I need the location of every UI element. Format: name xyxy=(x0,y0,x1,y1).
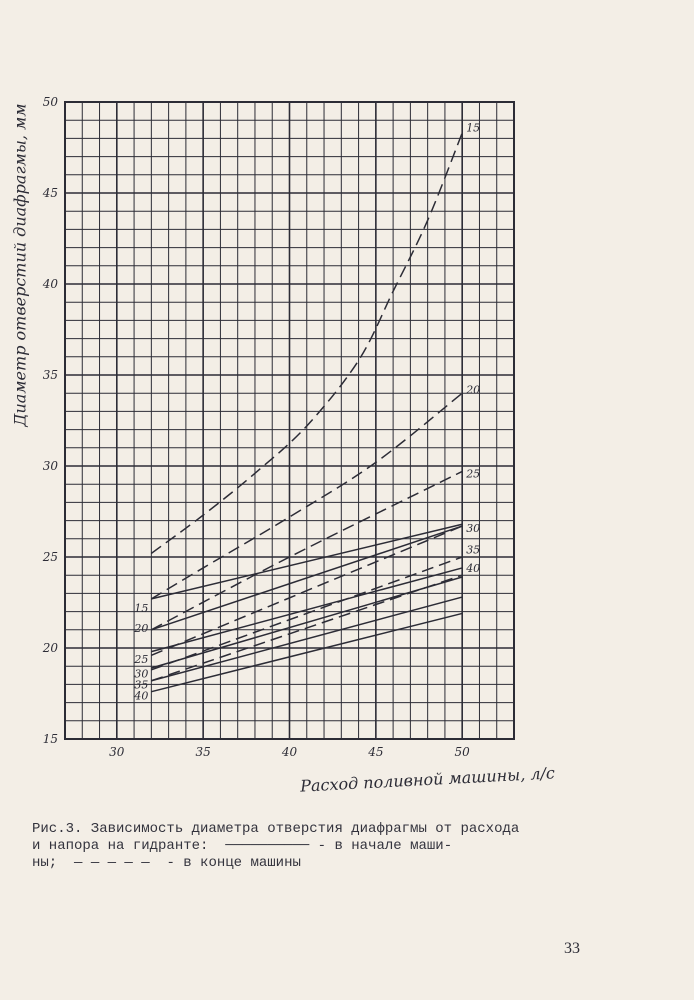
x-tick-label: 45 xyxy=(367,745,383,759)
curve-label-left: 40 xyxy=(133,689,148,702)
y-tick-label: 15 xyxy=(43,732,58,746)
chart-grid xyxy=(64,101,515,740)
y-tick-label: 40 xyxy=(42,277,59,291)
curve-label-right: 30 xyxy=(466,522,480,535)
curve-label-left: 35 xyxy=(134,678,148,691)
series-solid-40 xyxy=(151,612,463,693)
series-dashed-20 xyxy=(150,392,463,600)
series-dashed-40 xyxy=(151,574,463,682)
chart-curves xyxy=(150,132,463,693)
y-tick-label: 20 xyxy=(42,641,59,655)
series-solid-20 xyxy=(151,525,463,631)
curve-label-right: 25 xyxy=(465,467,480,480)
curve-label-left: 20 xyxy=(133,622,148,635)
legend-solid-sample: ────────── xyxy=(208,838,310,854)
curve-label-left: 30 xyxy=(134,667,148,680)
curve-label-right: 20 xyxy=(465,384,480,397)
plot-frame xyxy=(64,101,515,740)
x-tick-label: 40 xyxy=(281,745,298,759)
x-tick-label: 35 xyxy=(196,745,211,759)
curve-label-left: 15 xyxy=(134,602,148,615)
series-solid-25 xyxy=(151,567,463,653)
page-number: 33 xyxy=(564,940,580,957)
caption-line-3: ны; — — — — — - в конце машины xyxy=(32,855,301,871)
y-tick-label: 30 xyxy=(43,459,59,473)
series-dashed-35 xyxy=(151,556,463,671)
curve-label-left: 25 xyxy=(133,653,148,666)
curve-label-right: 35 xyxy=(466,544,480,557)
y-tick-label: 35 xyxy=(43,368,58,382)
curve-label-right: 40 xyxy=(465,562,480,575)
series-dashed-15 xyxy=(150,132,463,554)
y-tick-label: 45 xyxy=(42,186,58,200)
x-tick-label: 30 xyxy=(109,745,125,759)
series-solid-15 xyxy=(151,523,463,600)
y-tick-label: 25 xyxy=(42,550,58,564)
series-solid-35 xyxy=(151,596,463,682)
caption-line-1: Рис.3. Зависимость диаметра отверстия ди… xyxy=(32,821,520,837)
caption-line-2: и напора на гидранте: ────────── - в нач… xyxy=(32,838,453,854)
curve-label-right: 15 xyxy=(466,121,480,134)
x-tick-label: 50 xyxy=(455,745,471,759)
y-tick-label: 50 xyxy=(43,95,59,109)
legend-dashed-sample: — — — — — xyxy=(57,855,159,871)
series-dashed-30 xyxy=(151,525,463,656)
figure-caption: Рис.3. Зависимость диаметра отверстия ди… xyxy=(32,821,592,872)
series-dashed-25 xyxy=(150,470,463,631)
